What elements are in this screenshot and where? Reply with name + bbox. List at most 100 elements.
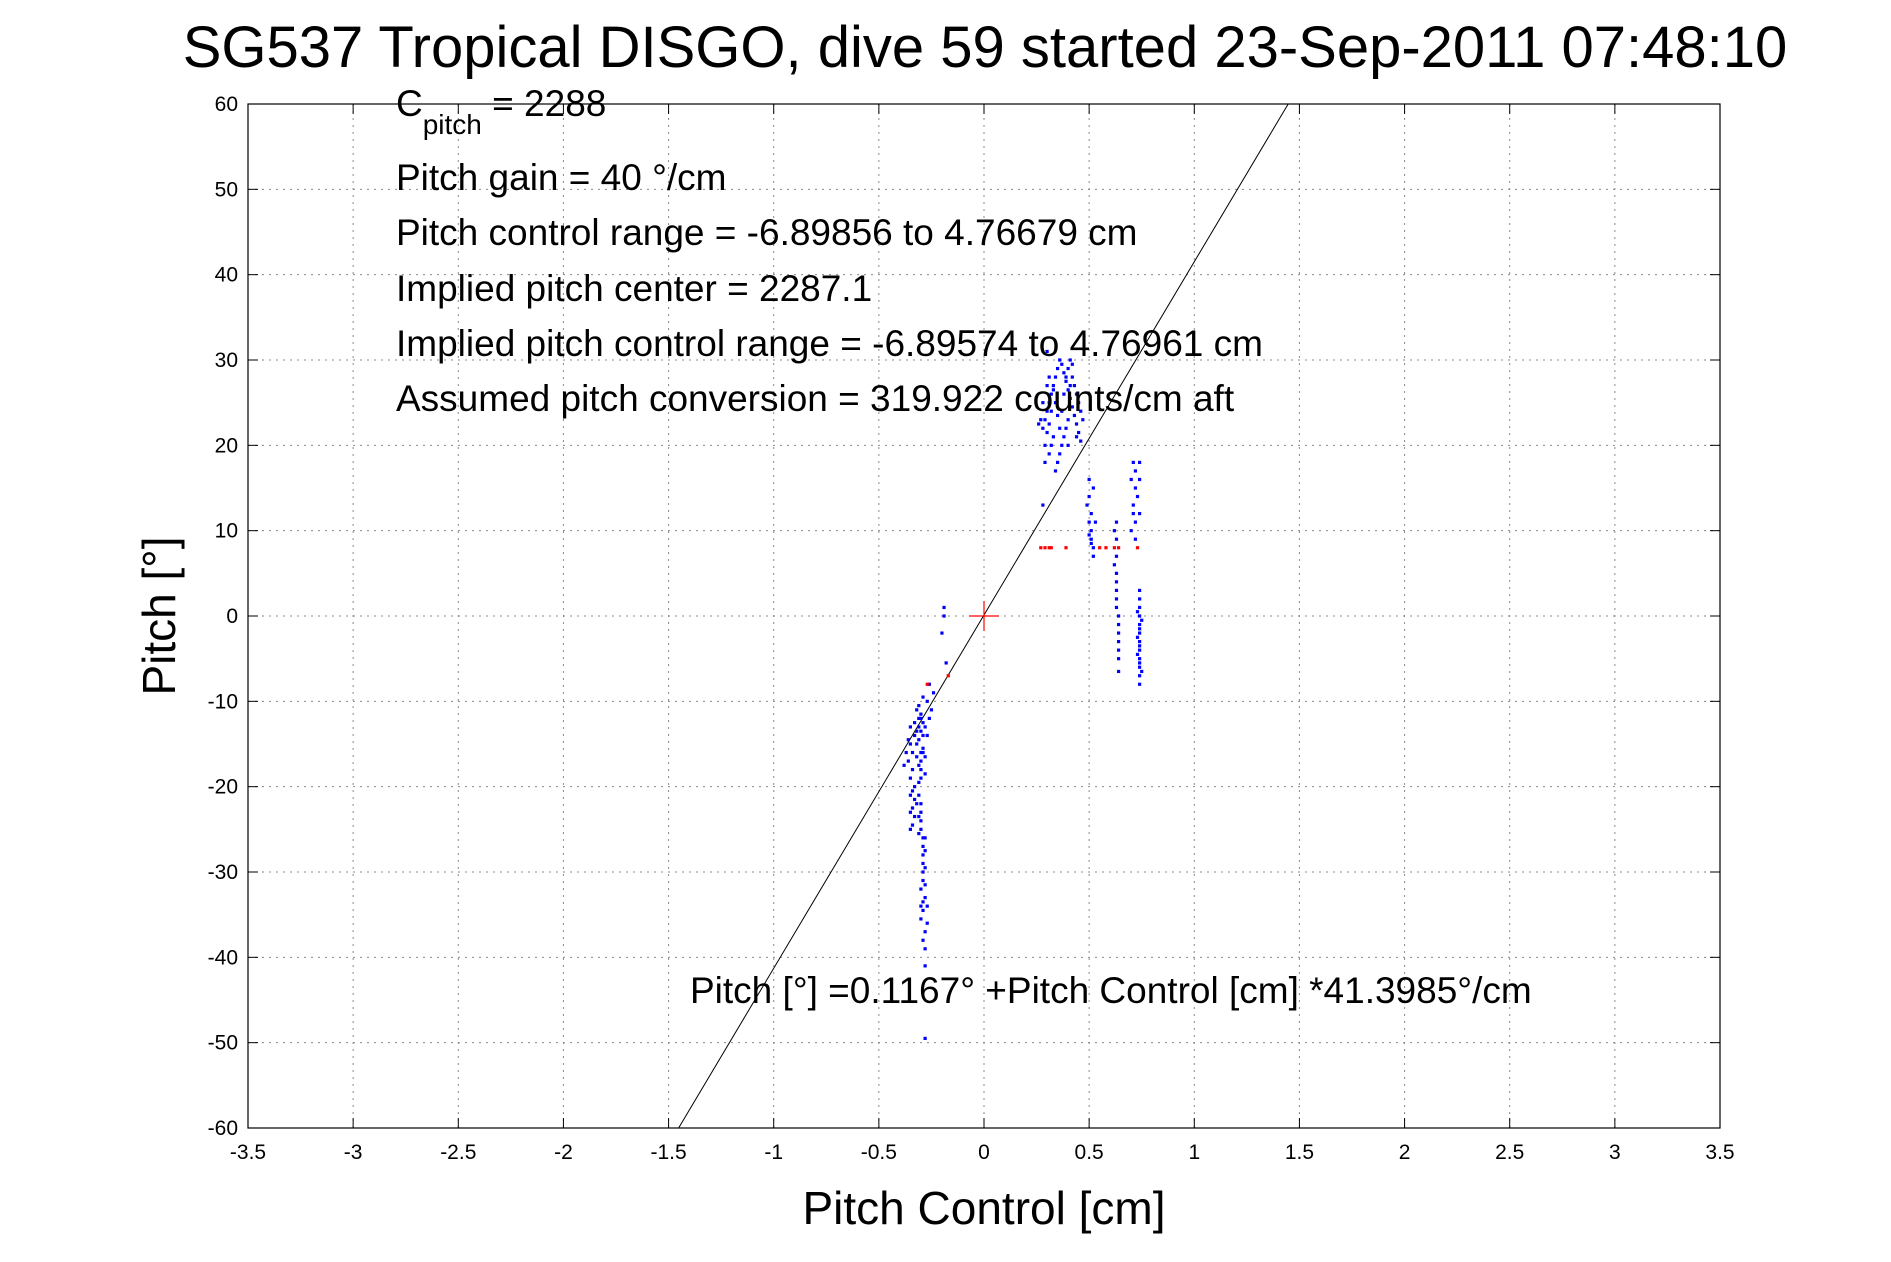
data-point [1116,631,1121,635]
data-point [1072,384,1077,388]
data-point [1041,401,1045,405]
data-point [1133,537,1138,541]
data-point [1116,669,1121,674]
data-point [921,746,925,750]
data-point [1129,477,1133,482]
data-point [908,793,912,797]
data-point [1047,422,1051,426]
data-point [1138,614,1142,618]
data-point [1056,366,1060,371]
data-point [1049,409,1053,413]
data-point [919,776,923,780]
x-tick-label: -1.5 [650,1141,686,1164]
data-point [1116,546,1121,550]
data-point [921,908,925,912]
data-point [1114,520,1119,524]
data-point [1116,648,1121,652]
data-point [919,810,923,814]
data-point [1049,546,1053,550]
data-point [1087,494,1091,499]
data-point [1091,486,1095,490]
data-point [923,896,927,900]
data-point [921,853,925,857]
data-point [1135,652,1140,656]
x-tick-label: -2.5 [440,1141,476,1164]
data-point [1138,661,1142,665]
grid-layer [248,104,1720,1128]
data-point [919,917,923,921]
data-point [1079,409,1083,413]
y-tick-label: 0 [226,605,238,628]
data-point [925,682,929,686]
data-point [1047,546,1051,550]
data-point [921,844,925,848]
data-point [1135,546,1140,550]
data-point [915,708,919,712]
data-point [917,832,921,836]
data-point [1066,443,1070,447]
data-point [1087,533,1091,537]
x-tick-label: 2 [1399,1141,1411,1164]
data-point [1070,405,1074,409]
data-point [1077,430,1081,435]
data-point [1114,605,1119,610]
data-point [925,733,929,738]
data-point [923,772,927,776]
data-point [1079,439,1083,443]
data-point [1056,413,1060,418]
data-point [1064,375,1068,379]
data-point [1138,631,1142,635]
data-point [1068,396,1072,400]
data-point [923,725,927,729]
data-point [908,776,912,780]
data-point [927,682,931,686]
data-point [917,704,921,708]
data-point [1047,401,1051,405]
data-point [1043,460,1047,464]
fit-equation-annotation: Pitch [°] =0.1167° +Pitch Control [cm] *… [690,970,1532,1011]
data-point [921,733,925,738]
data-point [921,721,925,725]
data-point [917,780,921,784]
data-point [919,819,923,823]
data-point [1064,426,1068,430]
data-point [1138,597,1142,601]
y-tick-label: -40 [208,946,238,969]
data-point [1074,422,1079,426]
data-point [925,699,929,703]
data-point [902,763,906,767]
data-point [919,712,923,716]
x-tick-label: -3 [344,1141,363,1164]
data-point [913,814,917,819]
data-point [1098,546,1102,550]
data-point [923,849,927,853]
data-point [1043,443,1047,447]
data-point [1129,529,1133,533]
data-point [921,836,925,840]
data-point [925,904,929,908]
data-point [921,861,925,866]
data-point [1070,362,1074,366]
data-point [1131,460,1135,464]
data-point [1066,388,1070,392]
y-tick-label: -10 [208,690,238,713]
data-point [1089,529,1093,533]
chart-title: SG537 Tropical DISGO, dive 59 started 23… [183,15,1788,80]
data-point [910,750,915,755]
c-pitch-value: = 2288 [482,83,606,124]
data-point [919,729,923,733]
data-point [1116,614,1121,618]
data-point [1037,422,1041,426]
y-tick-label: 10 [215,520,238,543]
data-point [1114,537,1119,541]
data-point [910,823,915,827]
data-point [1138,682,1142,686]
data-point [917,814,921,819]
data-point [915,742,919,746]
pitch-gain-annotation: Pitch gain = 40 °/cm [396,157,727,198]
data-point [1116,657,1121,661]
data-point [919,768,923,772]
data-point [1062,435,1066,439]
